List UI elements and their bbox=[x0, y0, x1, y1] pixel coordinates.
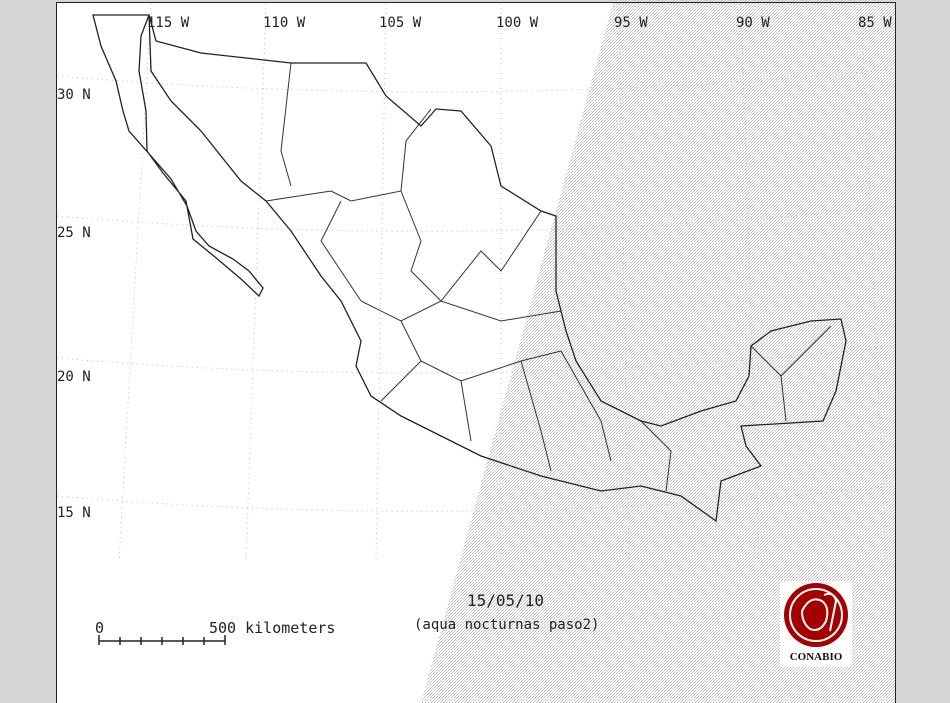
map-frame: 115 W 110 W 105 W 100 W 95 W 90 W 85 W 3… bbox=[56, 2, 896, 703]
logo-emblem-icon bbox=[784, 583, 848, 647]
lon-label: 95 W bbox=[614, 15, 648, 31]
scale-end-label: 500 kilometers bbox=[209, 619, 336, 637]
lat-label: 20 N bbox=[57, 369, 91, 385]
lon-label: 90 W bbox=[736, 15, 770, 31]
map-canvas bbox=[57, 3, 895, 703]
lon-label: 85 W bbox=[858, 15, 892, 31]
mainland-mexico bbox=[148, 14, 847, 523]
lat-label: 25 N bbox=[57, 225, 91, 241]
date-label: 15/05/10 bbox=[467, 591, 545, 610]
conabio-logo: CONABIO bbox=[780, 581, 852, 667]
baja-california-peninsula bbox=[92, 14, 264, 298]
lon-label: 105 W bbox=[379, 15, 422, 31]
country-outline bbox=[92, 14, 847, 523]
lon-label: 100 W bbox=[496, 15, 539, 31]
lat-label: 15 N bbox=[57, 505, 91, 521]
satellite-swath bbox=[421, 3, 895, 703]
lon-label: 110 W bbox=[263, 15, 306, 31]
lon-label: 115 W bbox=[147, 15, 190, 31]
state-borders bbox=[265, 62, 832, 492]
scale-bar bbox=[98, 635, 226, 645]
subtitle-label: (aqua nocturnas paso2) bbox=[414, 617, 600, 633]
scale-start-label: 0 bbox=[95, 619, 105, 637]
logo-text: CONABIO bbox=[789, 651, 843, 663]
lat-label: 30 N bbox=[57, 87, 91, 103]
